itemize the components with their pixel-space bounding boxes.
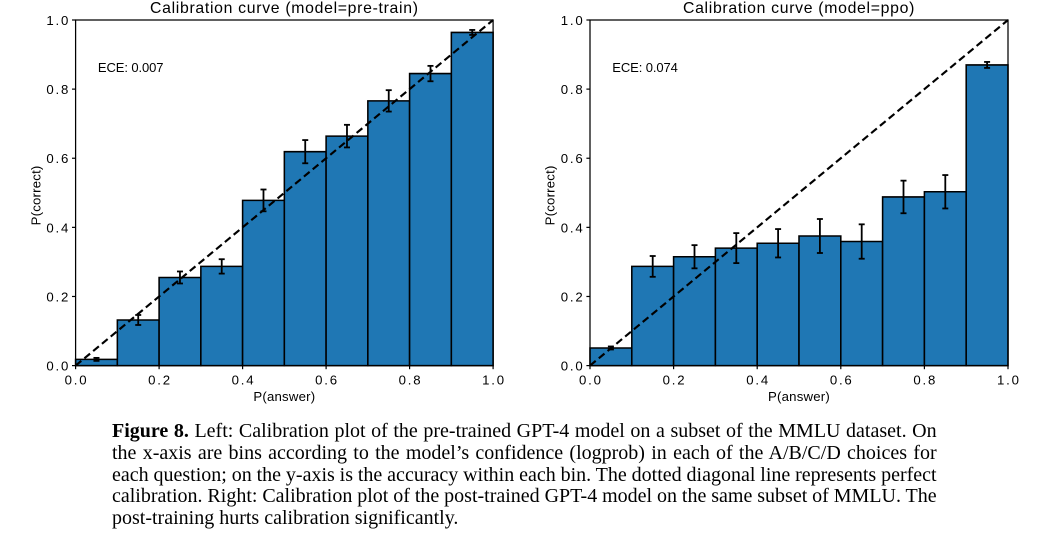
svg-text:0.8: 0.8 [561, 82, 585, 97]
svg-text:0.0: 0.0 [65, 373, 89, 388]
svg-text:0.4: 0.4 [561, 220, 585, 235]
svg-text:0.0: 0.0 [561, 359, 585, 374]
svg-text:0.8: 0.8 [399, 373, 423, 388]
svg-text:0.0: 0.0 [579, 373, 603, 388]
svg-text:ECE: 0.007: ECE: 0.007 [98, 60, 163, 75]
svg-text:0.2: 0.2 [561, 289, 585, 304]
svg-text:P(correct): P(correct) [543, 165, 558, 225]
svg-text:0.6: 0.6 [830, 373, 854, 388]
svg-text:0.8: 0.8 [46, 82, 70, 97]
svg-text:0.2: 0.2 [663, 373, 687, 388]
svg-text:0.4: 0.4 [46, 220, 70, 235]
svg-text:1.0: 1.0 [482, 373, 506, 388]
svg-text:1.0: 1.0 [561, 13, 585, 28]
svg-text:Calibration curve (model=ppo): Calibration curve (model=ppo) [683, 0, 915, 17]
svg-text:0.2: 0.2 [46, 289, 70, 304]
svg-text:Calibration curve (model=pre-t: Calibration curve (model=pre-train) [150, 0, 419, 17]
svg-text:1.0: 1.0 [46, 13, 70, 28]
svg-text:P(answer): P(answer) [253, 389, 315, 404]
svg-text:0.6: 0.6 [46, 151, 70, 166]
svg-text:0.4: 0.4 [232, 373, 256, 388]
svg-text:0.6: 0.6 [315, 373, 339, 388]
svg-text:0.6: 0.6 [561, 151, 585, 166]
svg-text:0.0: 0.0 [46, 359, 70, 374]
svg-text:ECE: 0.074: ECE: 0.074 [612, 60, 678, 75]
svg-text:0.2: 0.2 [148, 373, 172, 388]
svg-text:0.8: 0.8 [913, 373, 937, 388]
svg-text:P(answer): P(answer) [768, 389, 830, 404]
svg-text:0.4: 0.4 [746, 373, 770, 388]
svg-text:P(correct): P(correct) [28, 165, 43, 225]
svg-text:1.0: 1.0 [997, 373, 1021, 388]
